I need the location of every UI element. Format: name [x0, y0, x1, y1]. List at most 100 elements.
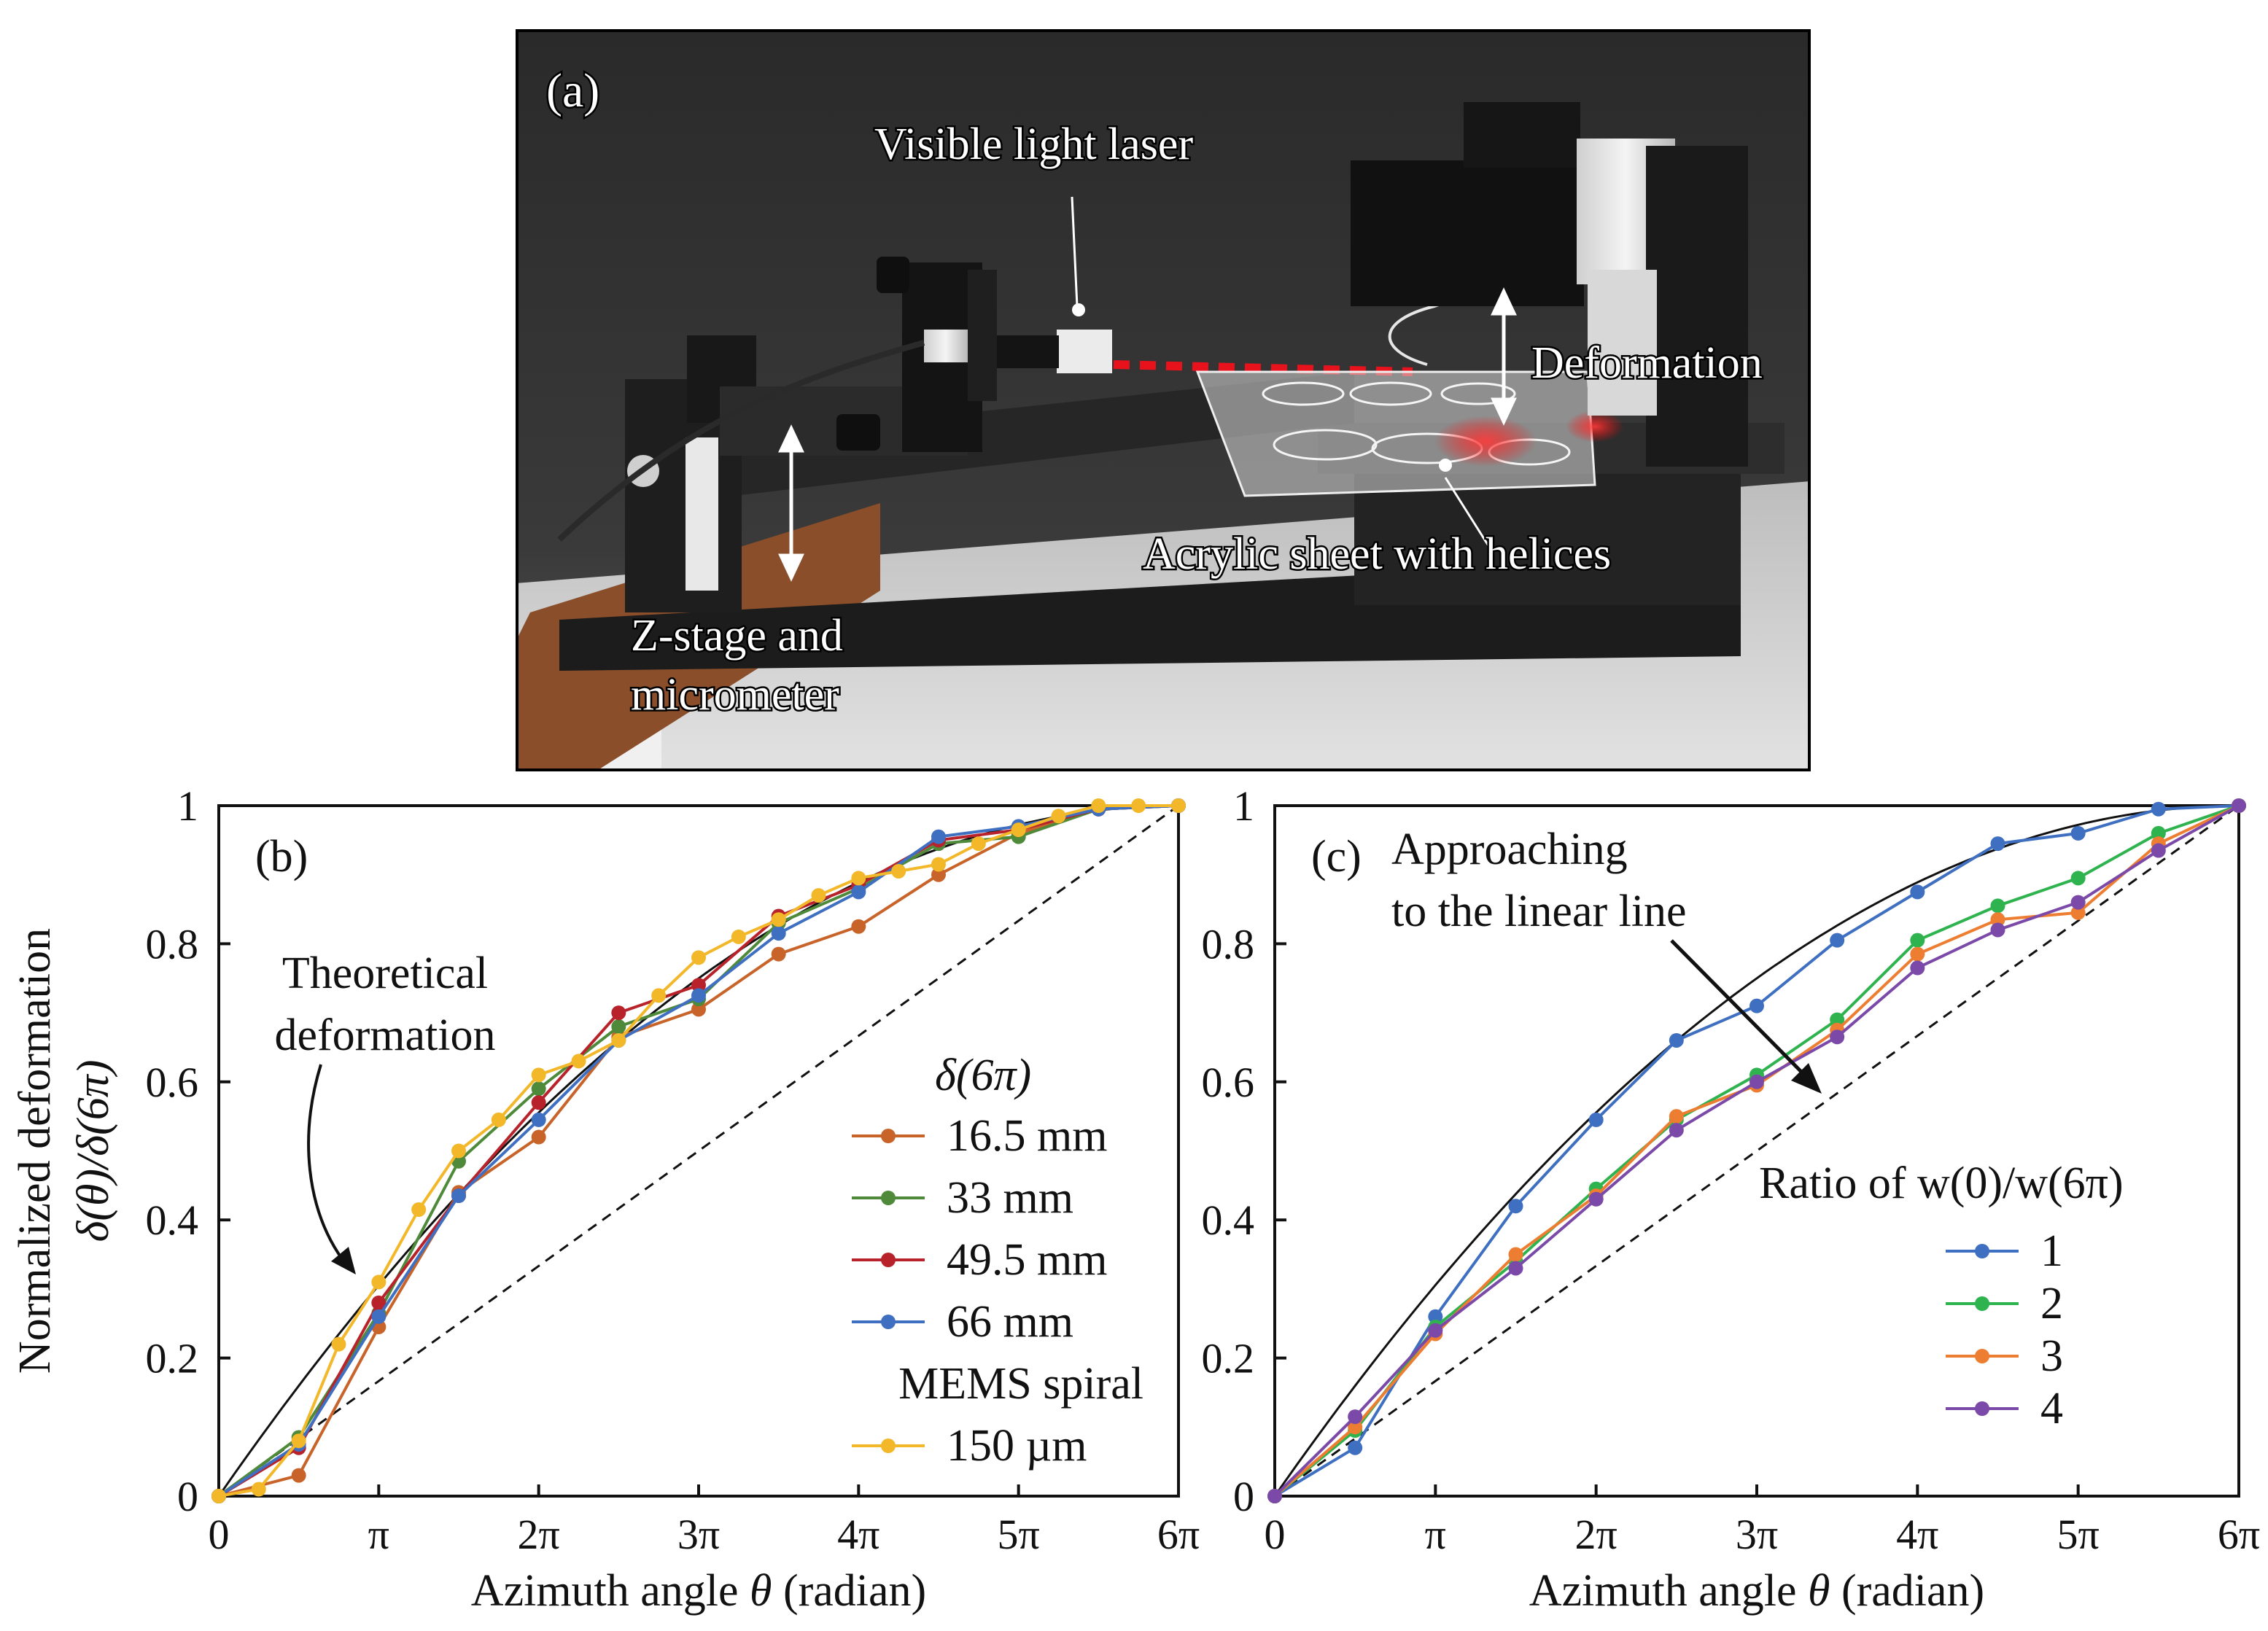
laser-beam	[1113, 360, 1413, 376]
data-point	[531, 1129, 546, 1145]
data-point	[1131, 798, 1146, 813]
data-point	[651, 988, 667, 1003]
linear-reference-line	[218, 804, 1179, 1498]
data-point	[891, 863, 906, 879]
y-tick-label: 0.2	[1202, 1335, 1255, 1382]
data-point	[571, 1054, 586, 1069]
data-point	[1428, 1323, 1443, 1338]
data-point	[611, 1019, 626, 1035]
data-point	[1669, 1109, 1684, 1124]
x-axis-label: Azimuth angle θ (radian)	[471, 1566, 926, 1616]
x-tick-label: 2π	[518, 1511, 560, 1558]
legend-swatch-dot	[1975, 1296, 1989, 1311]
data-point	[2232, 798, 2246, 813]
data-point	[2070, 905, 2086, 920]
linear-annotation-line2: to the linear line	[1391, 887, 1687, 936]
x-tick-label: π	[1425, 1511, 1446, 1558]
x-tick-label: 6π	[2218, 1511, 2260, 1558]
data-point	[1171, 798, 1186, 813]
x-axis-label: Azimuth angle θ (radian)	[1529, 1566, 1984, 1616]
data-point	[1990, 898, 2005, 914]
data-point	[291, 1468, 306, 1483]
laser-pointer-dot	[1072, 303, 1085, 316]
data-point	[691, 950, 706, 965]
data-point	[1990, 836, 2005, 852]
legend-item-label: 4	[2040, 1384, 2063, 1433]
x-tick-label: 2π	[1575, 1511, 1617, 1558]
panel-label: (b)	[255, 832, 308, 881]
data-point	[2070, 895, 2086, 910]
data-point	[1749, 1074, 1764, 1089]
x-tick-label: 0	[1265, 1511, 1286, 1558]
y-tick-label: 0.2	[146, 1335, 199, 1382]
data-point	[291, 1433, 306, 1449]
linear-annotation-arrow-line	[1670, 939, 1809, 1079]
legend-swatch-dot	[881, 1253, 896, 1267]
laser-mount-front	[968, 270, 997, 401]
y-axis-label-line1: Normalized deformation	[10, 928, 60, 1374]
data-point	[1910, 933, 1925, 948]
data-point	[931, 829, 946, 844]
theoretical-curve	[1273, 804, 2240, 1497]
legend-item-label: 66 mm	[947, 1297, 1073, 1347]
y-tick-label: 0.4	[146, 1196, 199, 1244]
legend-swatch-dot	[1975, 1349, 1989, 1363]
data-point	[931, 867, 946, 882]
photo-frame	[516, 29, 1811, 771]
data-point	[371, 1295, 387, 1310]
x-tick-label: 5π	[998, 1511, 1040, 1558]
y-tick-label: 0	[177, 1473, 198, 1520]
data-point	[1830, 933, 1845, 948]
data-point	[771, 912, 786, 927]
zstage-label-line1: Z-stage and	[631, 611, 843, 661]
legend-item-label: 49.5 mm	[947, 1235, 1107, 1285]
bridge-plate	[734, 372, 1354, 496]
legend-title: Ratio of w(0)/w(6π)	[1759, 1159, 2124, 1208]
acrylic-pointer-dot	[1439, 459, 1452, 472]
data-point	[1588, 1112, 1604, 1127]
laser-head	[1057, 330, 1112, 373]
data-point	[1910, 960, 1925, 976]
data-point	[1830, 1012, 1845, 1027]
y-axis-label-line2: δ(θ)/δ(6π)	[69, 1060, 118, 1242]
chart-c: 0 π 2π 3π 4π 5π 6π 0 0.2 0.4 0.6 0.8 1 Azimuth angle …	[1202, 782, 2261, 1616]
top-fixture-plate	[1351, 160, 1584, 306]
data-point	[1588, 1191, 1604, 1207]
data-point	[1348, 1440, 1363, 1455]
legend-title: δ(6π)	[935, 1051, 1031, 1100]
x-tick-label: 6π	[1157, 1511, 1200, 1558]
data-point	[611, 1005, 626, 1021]
linear-reference-line	[1274, 804, 2240, 1498]
data-point	[1669, 1123, 1684, 1138]
data-point	[371, 1309, 387, 1324]
chart-b: 0 π 2π 3π 4π 5π 6π 0 0.2 0.4 0.6 0.8 1 Azimuth angle …	[10, 782, 1200, 1616]
z-stage-scale	[686, 437, 718, 591]
x-tick-label: 4π	[1896, 1511, 1938, 1558]
data-point	[1749, 998, 1764, 1013]
data-point	[851, 919, 866, 934]
x-tick-label: 5π	[2057, 1511, 2100, 1558]
x-tick-label: 4π	[837, 1511, 879, 1558]
legend-item-label: 1	[2040, 1226, 2063, 1276]
series-4	[1267, 798, 2246, 1503]
data-point	[1428, 1309, 1443, 1324]
data-point	[1990, 922, 2005, 938]
red-spot	[1434, 416, 1537, 467]
data-point	[971, 836, 986, 852]
legend-item-label: 33 mm	[947, 1173, 1073, 1223]
data-point	[531, 1112, 546, 1127]
y-tick-label: 0	[1233, 1473, 1254, 1520]
experiment-photo: (a) Visible light laser Deformation Acry…	[516, 29, 1811, 771]
theory-annotation-line2: deformation	[274, 1011, 495, 1060]
data-point	[1267, 1489, 1282, 1503]
data-point	[531, 1067, 546, 1083]
data-point	[811, 888, 826, 903]
data-point	[771, 926, 786, 941]
data-point	[491, 1112, 506, 1127]
data-point	[2070, 871, 2086, 886]
data-point	[1830, 1029, 1845, 1045]
linear-rail	[1588, 270, 1657, 416]
data-point	[2151, 801, 2166, 817]
legend-item-label: 150 µm	[947, 1421, 1087, 1471]
